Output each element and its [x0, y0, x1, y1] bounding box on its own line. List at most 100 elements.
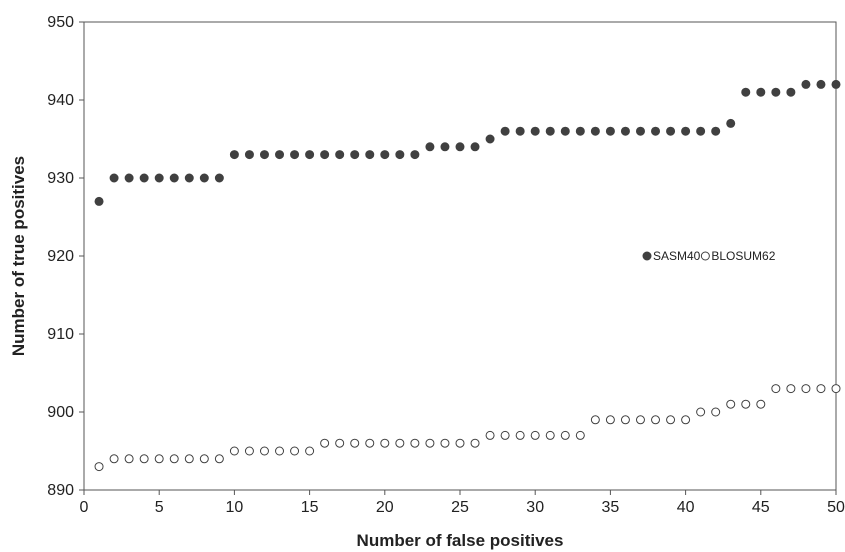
blosum62-point — [590, 415, 600, 425]
sasm40-point — [530, 126, 540, 136]
blosum62-point — [816, 384, 826, 394]
blosum62-point — [425, 438, 435, 448]
blosum62-point — [831, 384, 841, 394]
sasm40-point — [711, 126, 721, 136]
blosum62-point — [455, 438, 465, 448]
blosum62-point — [139, 454, 149, 464]
sasm40-point — [635, 126, 645, 136]
sasm40-point — [169, 173, 179, 183]
sasm40-point — [229, 150, 239, 160]
sasm40-point — [124, 173, 134, 183]
sasm40-point — [590, 126, 600, 136]
blosum62-point — [410, 438, 420, 448]
blosum62-point — [666, 415, 676, 425]
sasm40-point — [425, 142, 435, 152]
blosum62-point — [801, 384, 811, 394]
sasm40-point — [485, 134, 495, 144]
blosum62-point — [380, 438, 390, 448]
sasm40-point — [440, 142, 450, 152]
blosum62-point — [500, 430, 510, 440]
blosum62-point — [335, 438, 345, 448]
y-tick-label: 930 — [47, 170, 74, 187]
blosum62-point — [290, 446, 300, 456]
x-axis-title: Number of false positives — [357, 531, 564, 550]
blosum62-point — [635, 415, 645, 425]
legend-marker-blosum62 — [700, 251, 710, 261]
sasm40-point — [410, 150, 420, 160]
x-tick-label: 10 — [226, 499, 244, 516]
sasm40-point — [545, 126, 555, 136]
sasm40-point — [651, 126, 661, 136]
blosum62-point — [305, 446, 315, 456]
y-axis-title: Number of true positives — [9, 156, 28, 356]
x-tick-label: 30 — [526, 499, 544, 516]
blosum62-point — [605, 415, 615, 425]
sasm40-point — [365, 150, 375, 160]
blosum62-point — [575, 430, 585, 440]
y-tick-label: 900 — [47, 404, 74, 421]
blosum62-point — [711, 407, 721, 417]
sasm40-point — [455, 142, 465, 152]
sasm40-point — [139, 173, 149, 183]
sasm40-point — [801, 79, 811, 89]
sasm40-point — [184, 173, 194, 183]
sasm40-point — [395, 150, 405, 160]
blosum62-point — [681, 415, 691, 425]
axis-ticks: 0 5 10 15 20 25 30 35 40 45 50 890 900 910 920 930 940 95… — [47, 14, 845, 516]
sasm40-point — [831, 79, 841, 89]
x-tick-label: 25 — [451, 499, 469, 516]
blosum62-point — [726, 399, 736, 409]
sasm40-point — [244, 150, 254, 160]
blosum62-point — [395, 438, 405, 448]
blosum62-point — [320, 438, 330, 448]
sasm40-point — [94, 196, 104, 206]
sasm40-point — [515, 126, 525, 136]
blosum62-point — [470, 438, 480, 448]
blosum62-point — [169, 454, 179, 464]
blosum62-point — [756, 399, 766, 409]
y-tick-label: 890 — [47, 482, 74, 499]
blosum62-point — [560, 430, 570, 440]
sasm40-point — [154, 173, 164, 183]
sasm40-point — [620, 126, 630, 136]
sasm40-point — [786, 87, 796, 97]
blosum62-point — [651, 415, 661, 425]
blosum62-point — [229, 446, 239, 456]
blosum62-point — [365, 438, 375, 448]
x-tick-label: 5 — [155, 499, 164, 516]
x-tick-label: 15 — [301, 499, 319, 516]
blosum62-point — [440, 438, 450, 448]
blosum62-point — [259, 446, 269, 456]
sasm40-point — [816, 79, 826, 89]
sasm40-point — [666, 126, 676, 136]
blosum62-point — [515, 430, 525, 440]
blosum62-point — [530, 430, 540, 440]
sasm40-point — [214, 173, 224, 183]
data-points — [94, 79, 841, 472]
blosum62-point — [109, 454, 119, 464]
sasm40-point — [741, 87, 751, 97]
blosum62-point — [244, 446, 254, 456]
sasm40-point — [470, 142, 480, 152]
y-tick-label: 940 — [47, 92, 74, 109]
x-tick-label: 50 — [827, 499, 845, 516]
sasm40-point — [199, 173, 209, 183]
blosum62-point — [94, 462, 104, 472]
blosum62-point — [771, 384, 781, 394]
blosum62-point — [741, 399, 751, 409]
blosum62-point — [696, 407, 706, 417]
sasm40-point — [259, 150, 269, 160]
y-tick-label: 920 — [47, 248, 74, 265]
x-tick-label: 45 — [752, 499, 770, 516]
blosum62-point — [485, 430, 495, 440]
blosum62-point — [545, 430, 555, 440]
sasm40-point — [681, 126, 691, 136]
sasm40-point — [500, 126, 510, 136]
blosum62-point — [214, 454, 224, 464]
sasm40-point — [290, 150, 300, 160]
sasm40-point — [380, 150, 390, 160]
blosum62-point — [275, 446, 285, 456]
sasm40-point — [109, 173, 119, 183]
sasm40-point — [605, 126, 615, 136]
